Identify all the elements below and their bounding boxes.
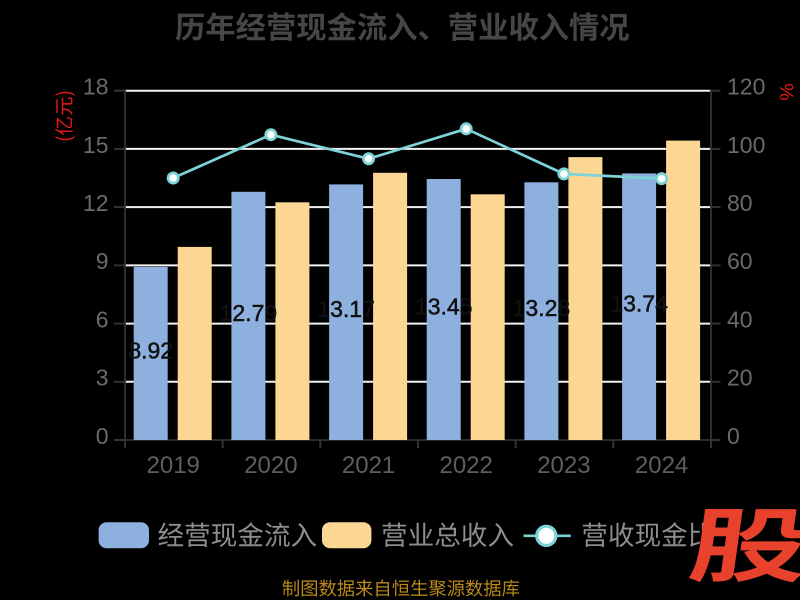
svg-text:60: 60 [727, 248, 753, 274]
svg-text:13.28: 13.28 [513, 295, 571, 321]
svg-text:40: 40 [727, 307, 753, 333]
svg-text:0: 0 [96, 423, 109, 449]
svg-text:2022: 2022 [440, 452, 493, 479]
svg-text:8.92: 8.92 [128, 337, 173, 363]
svg-text:2020: 2020 [244, 452, 297, 479]
svg-text:100: 100 [727, 132, 765, 158]
svg-text:%: % [776, 83, 798, 100]
svg-text:13.45: 13.45 [415, 293, 473, 319]
svg-text:15: 15 [83, 132, 109, 158]
svg-text:3: 3 [96, 365, 109, 391]
svg-text:80: 80 [727, 190, 753, 216]
svg-text:9: 9 [96, 248, 109, 274]
svg-text:13.74: 13.74 [610, 291, 668, 317]
svg-text:13.17: 13.17 [317, 296, 375, 322]
svg-text:12.79: 12.79 [220, 300, 278, 326]
svg-text:18: 18 [83, 74, 109, 100]
svg-text:2024: 2024 [635, 452, 688, 479]
svg-text:2019: 2019 [147, 452, 200, 479]
svg-text:2023: 2023 [537, 452, 590, 479]
svg-text:12: 12 [83, 190, 109, 216]
svg-text:0: 0 [727, 423, 740, 449]
svg-text:2021: 2021 [342, 452, 395, 479]
svg-text:120: 120 [727, 74, 765, 100]
svg-text:6: 6 [96, 307, 109, 333]
svg-text:20: 20 [727, 365, 753, 391]
